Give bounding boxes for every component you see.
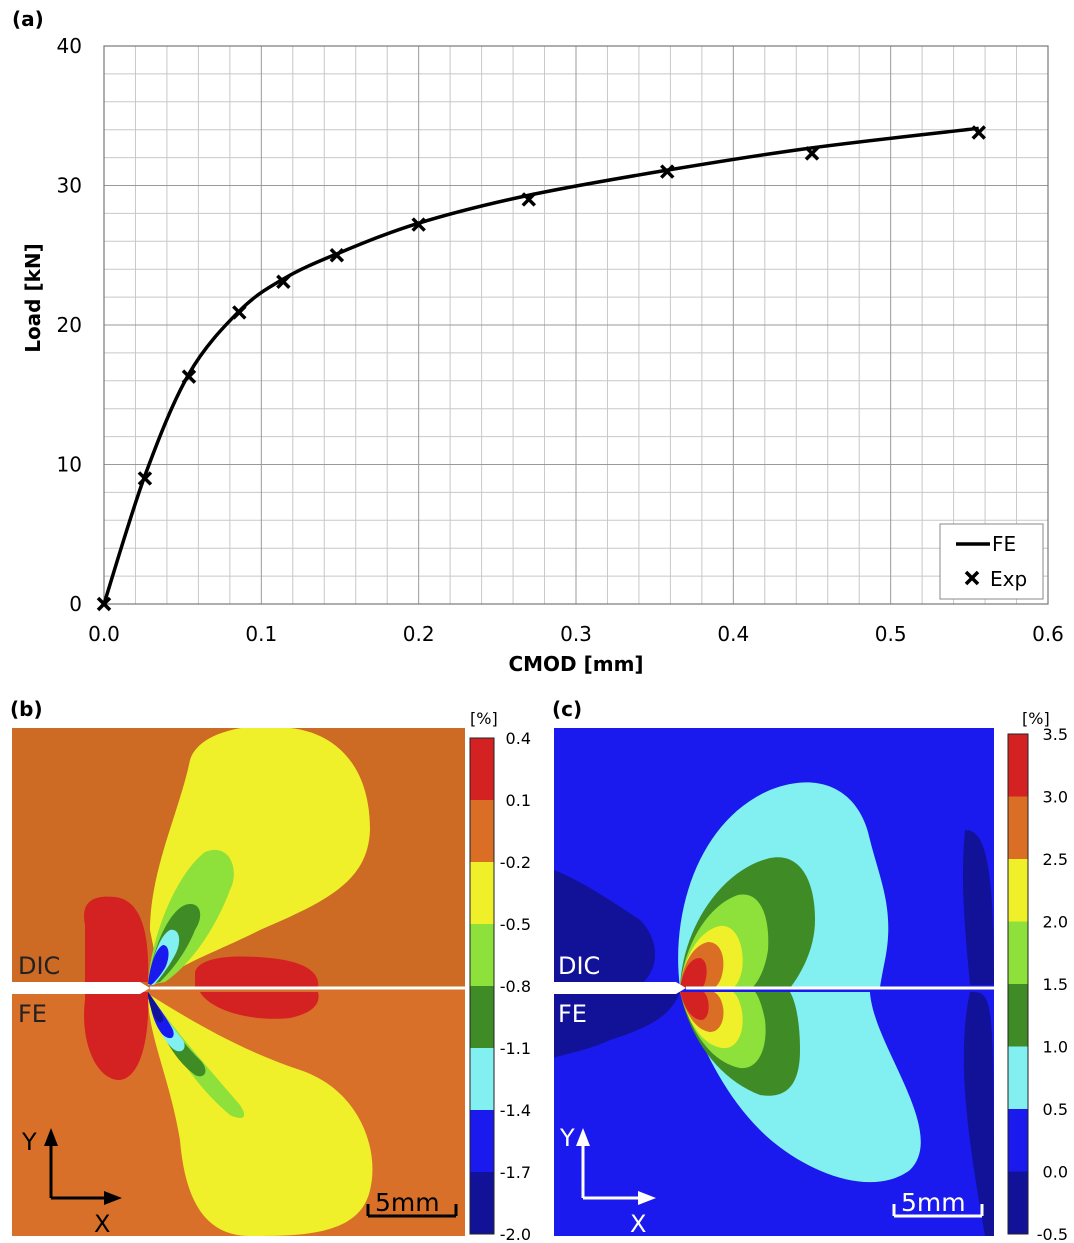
x-axis-title: CMOD [mm]	[508, 652, 643, 676]
series-line-fe	[102, 126, 979, 605]
b-unit-label: [%]	[470, 709, 498, 728]
colorbar-swatch	[1008, 984, 1028, 1047]
y-tick-label: 0	[69, 592, 82, 616]
colorbar-swatch	[470, 1048, 494, 1110]
colorbar-level-label: 2.0	[1043, 913, 1068, 932]
exp-point-marker	[804, 146, 820, 161]
strain-map-b: DIC FE Y X 5mm	[12, 728, 465, 1238]
contour-field-c	[554, 728, 994, 1236]
x-tick-label: 0.2	[403, 622, 435, 646]
colorbar-swatch	[470, 986, 494, 1048]
x-tick-label: 0.1	[245, 622, 277, 646]
x-tick-label: 0.5	[875, 622, 907, 646]
colorbar-level-label: -2.0	[500, 1225, 531, 1243]
y-tick-label: 40	[57, 34, 82, 58]
exp-point-marker	[329, 248, 345, 263]
b-scale-bar	[366, 1204, 458, 1218]
legend-exp-marker	[964, 570, 980, 586]
panel-a-label: (a)	[12, 7, 44, 31]
exp-point-marker	[971, 125, 987, 140]
colorbar-swatch	[1008, 1171, 1028, 1234]
exp-point-marker	[137, 471, 153, 486]
legend-box	[939, 523, 1044, 600]
c-scale-label: 5mm	[901, 1188, 966, 1217]
colorbar-swatch	[470, 800, 494, 862]
legend: FE Exp	[939, 523, 1044, 600]
colorbar-level-label: -1.7	[500, 1163, 531, 1182]
colorbar-level-label: -0.2	[500, 853, 531, 872]
strain-map-c: DIC FE Y X 5mm	[554, 728, 994, 1238]
colorbar-level-label: 3.5	[1043, 725, 1068, 744]
b-scale-label: 5mm	[375, 1188, 440, 1217]
b-x-axis-label: X	[94, 1210, 110, 1238]
x-tick-label: 0.6	[1032, 622, 1064, 646]
exp-point-marker	[411, 217, 426, 232]
c-x-axis-label: X	[630, 1210, 646, 1238]
colorbar-level-label: -0.5	[1037, 1225, 1068, 1243]
colorbar-b: [%] 0.4 0.1 -0.2 -0.5 -0.8 -1.1 -1.4 -1.7 -2.0	[469, 709, 531, 1243]
contour-field-b	[12, 728, 465, 1236]
colorbar-swatch	[1008, 734, 1028, 797]
exp-point-marker	[181, 369, 197, 384]
colorbar-level-label: -1.1	[500, 1039, 531, 1058]
panel-c-label: (c)	[552, 697, 582, 721]
c-y-axis-label: Y	[559, 1124, 575, 1152]
colorbar-level-label: 1.0	[1043, 1038, 1068, 1057]
colorbar-swatch	[1008, 1046, 1028, 1109]
c-scale-bar	[892, 1204, 984, 1218]
colorbar-level-label: 0.0	[1043, 1163, 1068, 1182]
exp-point-marker	[96, 596, 112, 612]
load-cmod-chart: 0.0 0.1 0.2 0.3 0.4 0.5 0.6 0 10 20 30 40 CMOD [mm…	[21, 34, 1064, 676]
c-dic-label: DIC	[558, 952, 600, 980]
colorbar-swatch	[470, 924, 494, 986]
colorbar-level-label: 0.4	[506, 729, 531, 748]
legend-fe-label: FE	[992, 532, 1016, 556]
x-tick-label: 0.0	[88, 622, 120, 646]
colorbar-swatch	[1008, 921, 1028, 984]
y-tick-labels: 0 10 20 30 40	[57, 34, 82, 616]
series-layer	[96, 125, 987, 612]
exp-point-marker	[660, 164, 675, 179]
colorbar-level-label: 0.1	[506, 791, 531, 810]
b-y-axis-label: Y	[21, 1128, 37, 1156]
colorbar-swatch	[1008, 859, 1028, 922]
colorbar-level-label: 1.5	[1043, 975, 1068, 994]
exp-point-marker	[521, 192, 537, 207]
b-coordinate-axes	[44, 1128, 122, 1205]
colorbar-swatch	[470, 862, 494, 924]
b-dic-label: DIC	[18, 952, 60, 980]
b-fe-label: FE	[18, 1000, 47, 1028]
x-tick-labels: 0.0 0.1 0.2 0.3 0.4 0.5 0.6	[88, 622, 1064, 646]
legend-exp-label: Exp	[990, 567, 1027, 591]
exp-point-marker	[276, 274, 291, 289]
colorbar-level-label: 2.5	[1043, 850, 1068, 869]
colorbar-c: [%] 3.5 3.0 2.5 2.0 1.5 1.0 0.5 0.0 -0.5	[1007, 709, 1068, 1243]
colorbar-level-label: -0.8	[500, 977, 531, 996]
x-tick-label: 0.4	[717, 622, 749, 646]
colorbar-swatch	[470, 1110, 494, 1172]
y-axis-title: Load [kN]	[21, 243, 45, 353]
colorbar-swatch	[470, 1172, 494, 1234]
colorbar-swatch	[470, 738, 494, 800]
x-tick-label: 0.3	[560, 622, 592, 646]
c-coordinate-axes	[576, 1128, 656, 1205]
colorbar-level-label: -0.5	[500, 915, 531, 934]
y-tick-label: 30	[57, 174, 82, 198]
colorbar-level-label: 0.5	[1043, 1100, 1068, 1119]
colorbar-level-label: 3.0	[1043, 788, 1068, 807]
colorbar-swatch	[1008, 1109, 1028, 1172]
y-tick-label: 20	[57, 313, 82, 337]
panel-b-label: (b)	[10, 697, 43, 721]
colorbar-swatch	[1008, 796, 1028, 859]
exp-point-marker	[232, 305, 247, 320]
colorbar-level-label: -1.4	[500, 1101, 531, 1120]
y-tick-label: 10	[57, 453, 82, 477]
c-unit-label: [%]	[1022, 709, 1050, 728]
plot-frame	[103, 45, 1049, 605]
c-fe-label: FE	[558, 1000, 587, 1028]
